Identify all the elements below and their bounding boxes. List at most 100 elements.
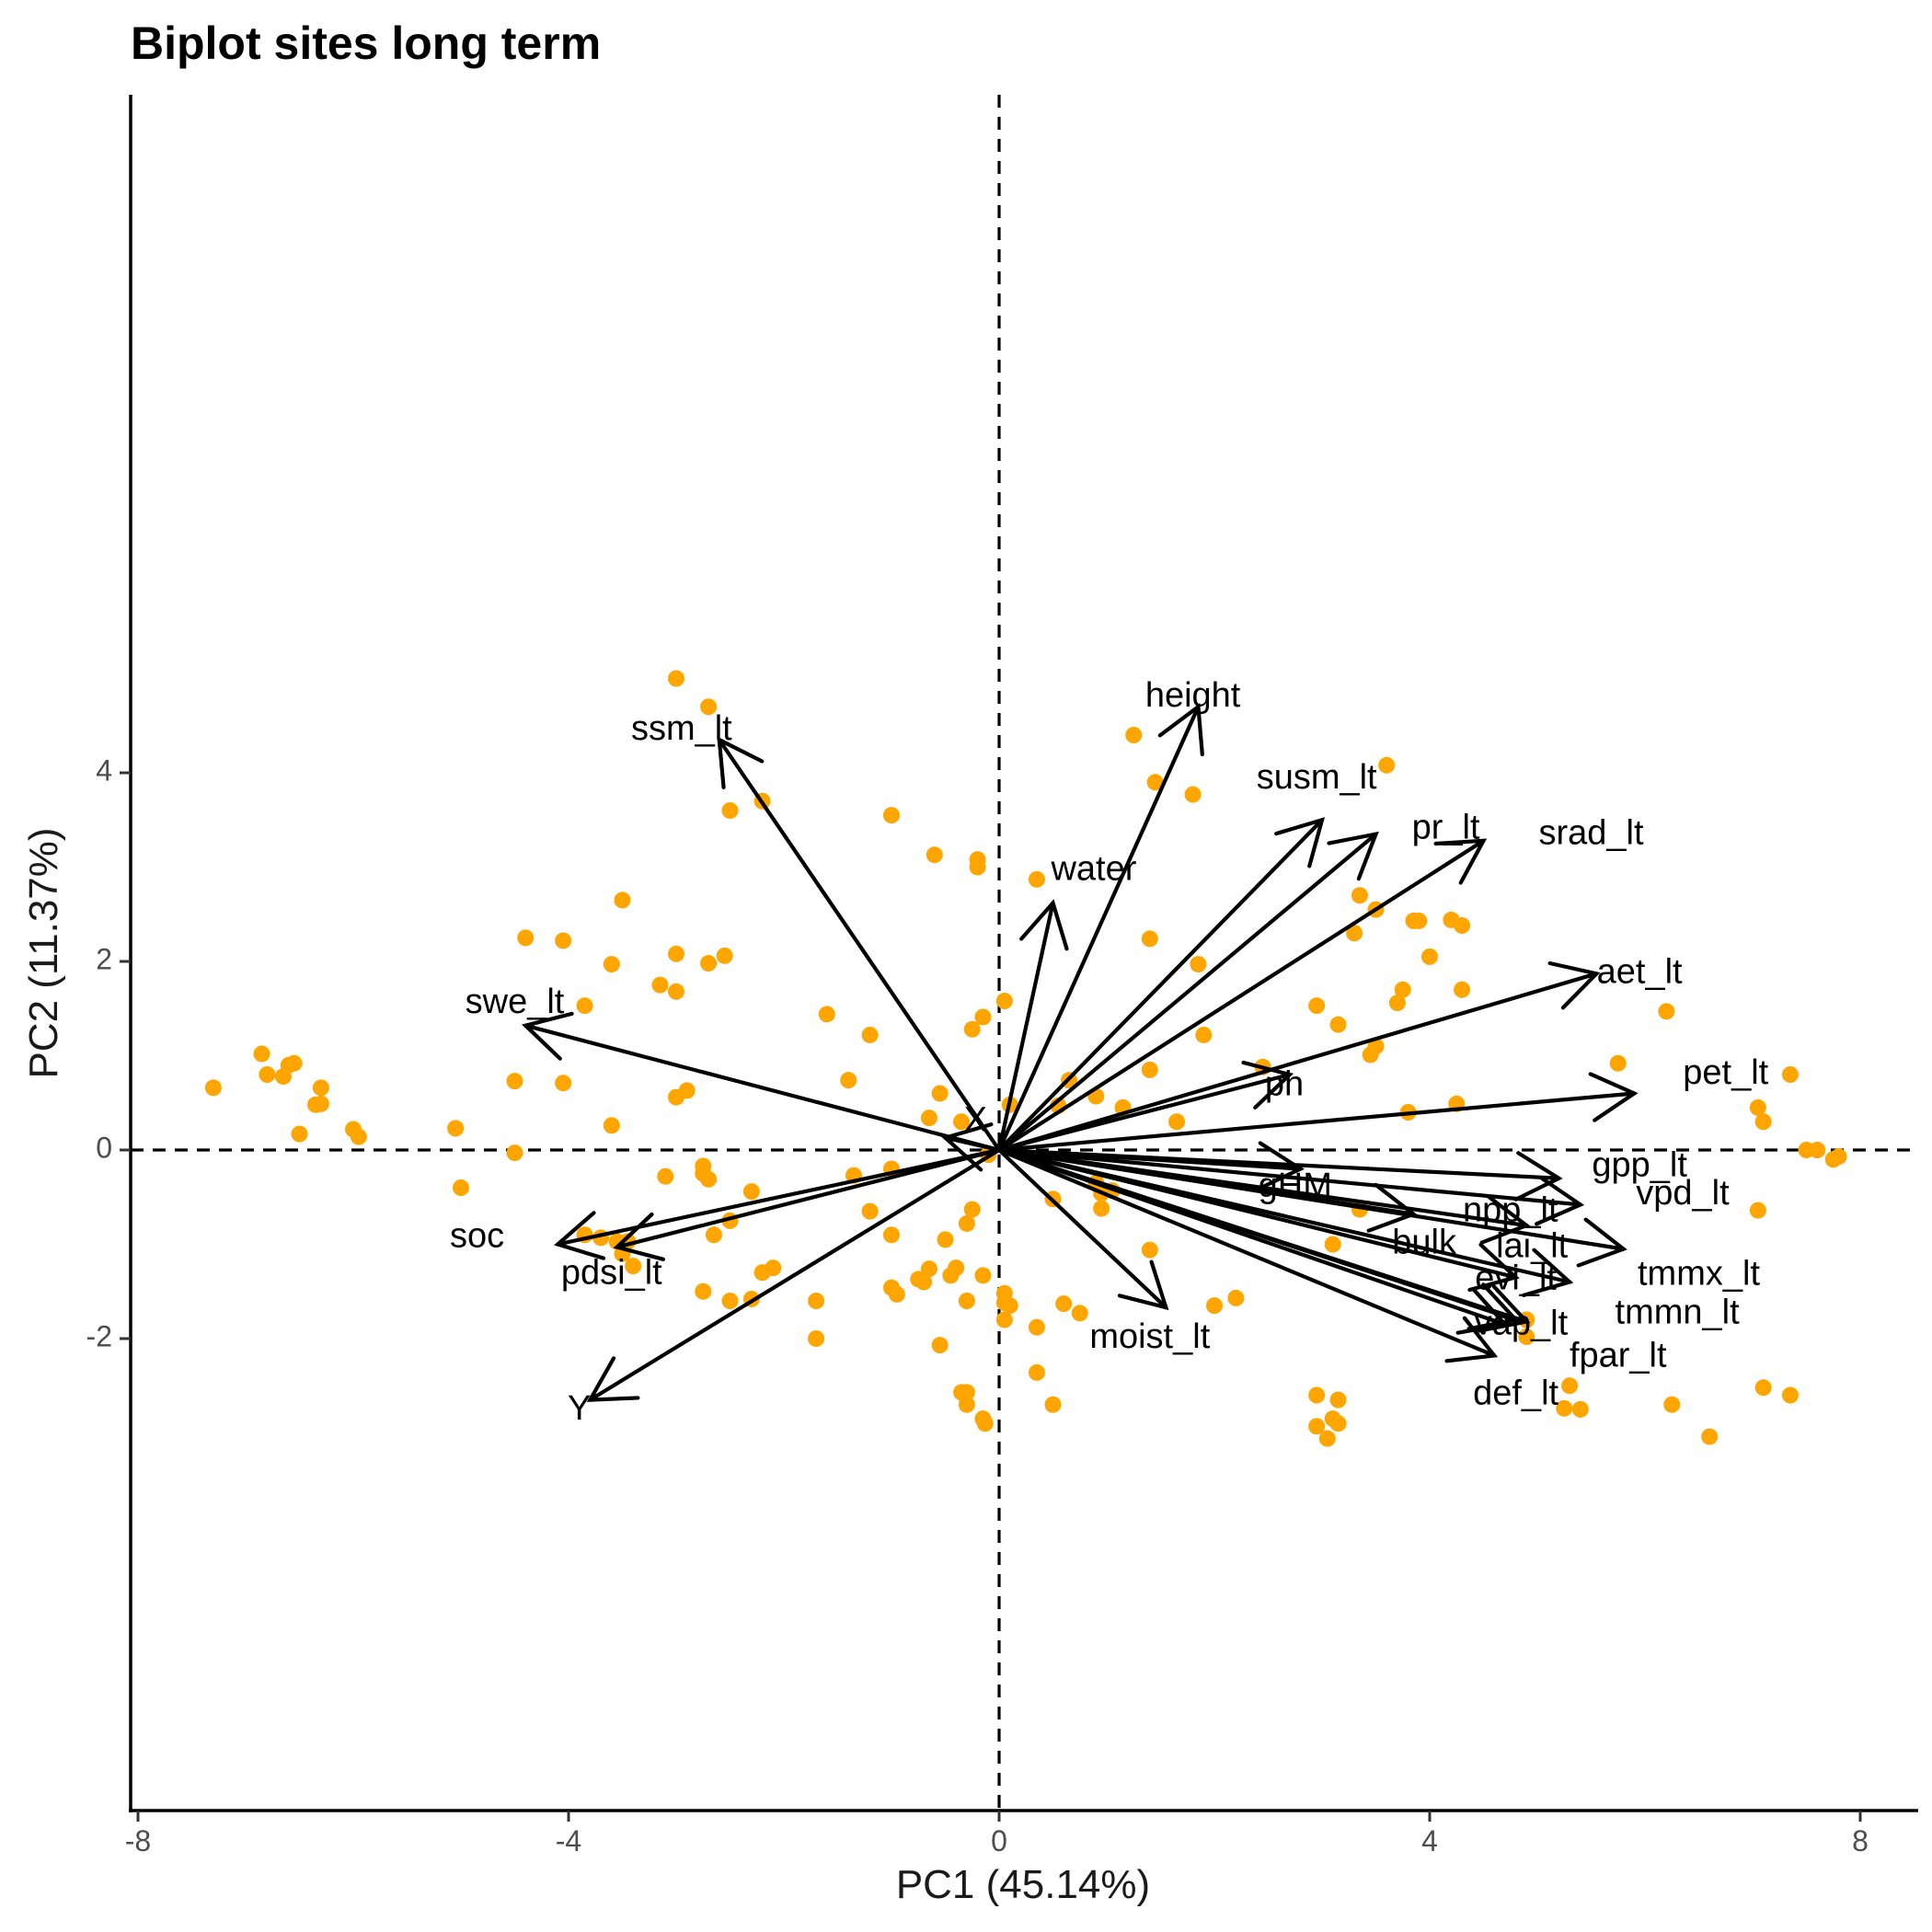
arrow-head xyxy=(1157,703,1204,757)
loading-arrow-y xyxy=(586,1147,1002,1402)
loading-label-pr-lt: pr_lt xyxy=(1412,809,1480,847)
site-point xyxy=(651,976,669,994)
arrow-shaft xyxy=(996,1147,1168,1310)
loading-arrow-def-lt xyxy=(996,1147,1509,1335)
site-point xyxy=(1190,956,1207,973)
site-point xyxy=(1141,1061,1158,1078)
site-point xyxy=(1754,1113,1772,1131)
loading-arrow-moist-lt xyxy=(996,1147,1169,1311)
site-point xyxy=(1749,1098,1766,1116)
site-point xyxy=(958,1214,975,1232)
site-point xyxy=(995,1311,1013,1328)
arrow-head xyxy=(613,1212,666,1261)
x-tick-label: -8 xyxy=(125,1824,151,1857)
site-point xyxy=(1663,1396,1681,1413)
loading-label-npp-lt: npp_lt xyxy=(1463,1191,1558,1230)
site-point xyxy=(1394,981,1411,998)
site-point xyxy=(958,1396,975,1413)
site-point xyxy=(1571,1400,1589,1418)
loading-arrow-susm-lt xyxy=(996,817,1326,1153)
site-point xyxy=(1308,997,1326,1015)
axes xyxy=(129,95,1918,1812)
site-point xyxy=(700,955,718,972)
arrow-head xyxy=(1274,817,1326,868)
site-point xyxy=(883,1226,900,1244)
site-point xyxy=(1055,1295,1073,1313)
x-axis-ticks: -8 -4 0 4 8 xyxy=(125,1811,1869,1857)
loading-label-bulk: bulk xyxy=(1392,1224,1457,1262)
arrow-head xyxy=(1466,1282,1520,1331)
arrow-head xyxy=(1576,1217,1627,1268)
site-point xyxy=(716,947,733,964)
site-point xyxy=(1028,870,1045,888)
site-point xyxy=(678,1082,696,1099)
site-point xyxy=(818,1006,835,1023)
site-point xyxy=(1168,1113,1186,1131)
arrow-shaft xyxy=(996,1147,1508,1327)
site-point xyxy=(974,1267,992,1284)
site-point xyxy=(695,1157,712,1175)
y-tick-label: -2 xyxy=(86,1319,112,1352)
loading-label-ghm: gHM xyxy=(1259,1167,1332,1205)
site-point xyxy=(576,997,593,1015)
arrow-shaft xyxy=(588,1147,1002,1402)
arrow-shaft xyxy=(996,1072,1293,1153)
x-tick-label: 0 xyxy=(991,1824,1007,1857)
loading-label-pdsi-lt: pdsi_lt xyxy=(561,1253,662,1292)
site-point xyxy=(808,1293,825,1309)
loading-label-tmmx-lt: tmmx_lt xyxy=(1638,1254,1760,1293)
site-point xyxy=(1388,995,1406,1012)
site-point xyxy=(721,802,739,819)
loading-arrow-pet-lt xyxy=(996,1072,1639,1153)
site-point xyxy=(312,1079,329,1097)
site-point xyxy=(1781,1386,1799,1404)
site-point xyxy=(1071,1305,1088,1322)
arrow-head xyxy=(522,1011,574,1061)
x-tick-label: 8 xyxy=(1852,1824,1869,1857)
site-point xyxy=(1781,1066,1799,1083)
site-point xyxy=(963,1201,981,1218)
arrow-shaft xyxy=(996,901,1055,1153)
arrow-shaft xyxy=(996,818,1325,1153)
site-point xyxy=(1044,1396,1062,1413)
site-point xyxy=(1378,756,1396,774)
arrow-head xyxy=(1241,1060,1294,1110)
site-point xyxy=(1227,1289,1245,1306)
arrow-shaft xyxy=(996,705,1201,1153)
loading-label-def-lt: def_lt xyxy=(1473,1374,1558,1413)
loading-label-soc: soc xyxy=(450,1216,504,1255)
loading-label-aet-lt: aet_lt xyxy=(1597,952,1683,991)
site-point xyxy=(1421,948,1438,965)
loading-arrow-aet-lt xyxy=(996,960,1601,1153)
site-point xyxy=(1329,1016,1347,1033)
site-point xyxy=(1141,930,1158,948)
site-point xyxy=(1561,1377,1579,1395)
site-point xyxy=(888,1285,905,1303)
site-point xyxy=(1028,1318,1045,1336)
y-tick-label: 0 xyxy=(96,1131,112,1164)
loading-arrow-vpd-lt xyxy=(996,1147,1585,1226)
arrow-head xyxy=(717,736,765,790)
arrow-shaft xyxy=(996,972,1599,1153)
site-point xyxy=(1362,1046,1379,1064)
site-point xyxy=(453,1179,469,1196)
site-point xyxy=(204,1079,222,1097)
site-point xyxy=(668,670,684,687)
site-point xyxy=(312,1095,329,1112)
site-point xyxy=(1206,1297,1223,1315)
site-point xyxy=(1141,1241,1158,1259)
site-point xyxy=(721,1293,739,1309)
arrow-head xyxy=(1535,1175,1585,1226)
loading-arrow-ph xyxy=(996,1060,1294,1153)
loading-label-water: water xyxy=(1050,850,1136,889)
site-point xyxy=(695,1282,712,1300)
site-point xyxy=(291,1125,308,1143)
site-point xyxy=(931,1337,949,1354)
site-point xyxy=(700,1170,718,1188)
site-point xyxy=(920,1260,937,1278)
arrow-head xyxy=(1255,1141,1305,1191)
arrow-head xyxy=(1513,1151,1563,1202)
loading-label-tmmn-lt: tmmn_lt xyxy=(1616,1293,1741,1331)
arrow-shaft xyxy=(523,1023,1002,1153)
